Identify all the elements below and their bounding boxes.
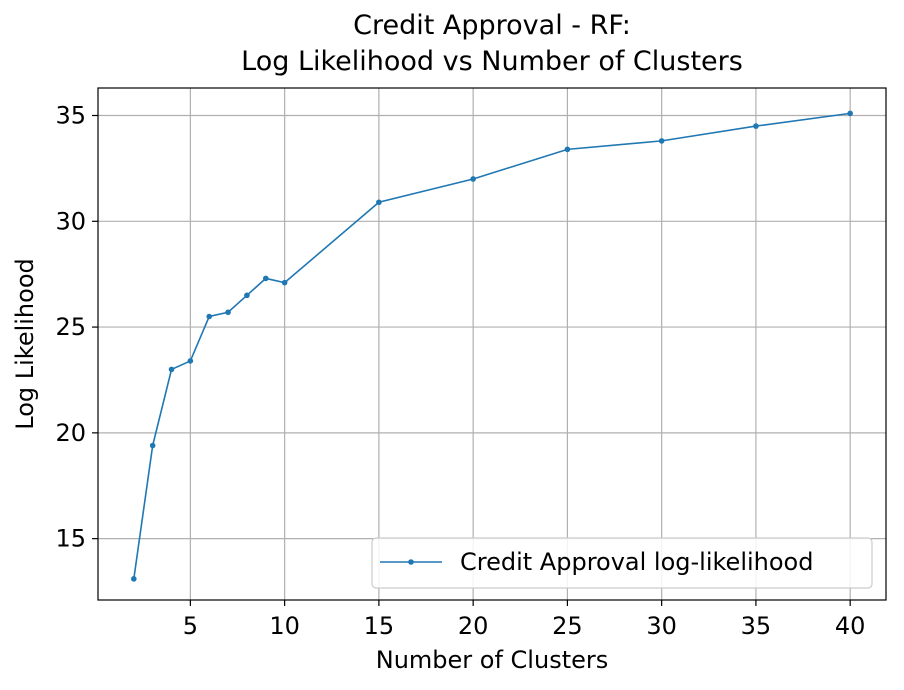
x-axis-label: Number of Clusters [376, 646, 609, 674]
data-point [753, 123, 759, 129]
chart-title-line-1: Credit Approval - RF: [353, 10, 631, 41]
x-tick-label: 10 [269, 612, 300, 640]
grid-lines [98, 88, 886, 600]
data-point [847, 110, 853, 117]
chart-title-line-2: Log Likelihood vs Number of Clusters [241, 46, 743, 77]
x-tick-label: 5 [183, 612, 198, 640]
x-tick-label: 40 [835, 612, 866, 640]
legend: Credit Approval log-likelihood [371, 537, 873, 589]
data-point [168, 366, 175, 373]
y-tick-label: 30 [55, 207, 86, 235]
legend-label: Credit Approval log-likelihood [460, 548, 813, 576]
data-point [244, 292, 250, 299]
y-axis-label: Log Likelihood [11, 258, 39, 430]
y-tick-label: 25 [55, 313, 86, 341]
legend-box [371, 537, 873, 589]
data-point [131, 576, 137, 582]
y-tick-label: 20 [55, 419, 86, 447]
data-point [658, 138, 665, 144]
data-point [376, 199, 382, 206]
data-point [564, 146, 571, 153]
data-point [262, 275, 269, 282]
axes-frame [97, 87, 887, 601]
x-tick-label: 15 [364, 612, 395, 640]
data-point [225, 309, 231, 316]
x-tick-label: 20 [458, 612, 489, 640]
x-tick-label: 25 [552, 612, 583, 640]
data-point [206, 313, 213, 320]
y-tick-label: 15 [55, 525, 86, 553]
legend-marker [408, 559, 414, 565]
x-axis-ticks: 5 10 15 20 25 30 35 40 [183, 600, 866, 640]
data-point [149, 442, 156, 449]
x-tick-label: 30 [646, 612, 677, 640]
y-axis-ticks: 15 20 25 30 35 [55, 102, 98, 553]
data-point [470, 176, 476, 182]
y-tick-label: 35 [55, 102, 86, 130]
plot-area [131, 110, 853, 582]
data-point [187, 358, 194, 364]
data-point [281, 279, 288, 286]
series-line [133, 112, 851, 579]
x-tick-label: 35 [741, 612, 772, 640]
